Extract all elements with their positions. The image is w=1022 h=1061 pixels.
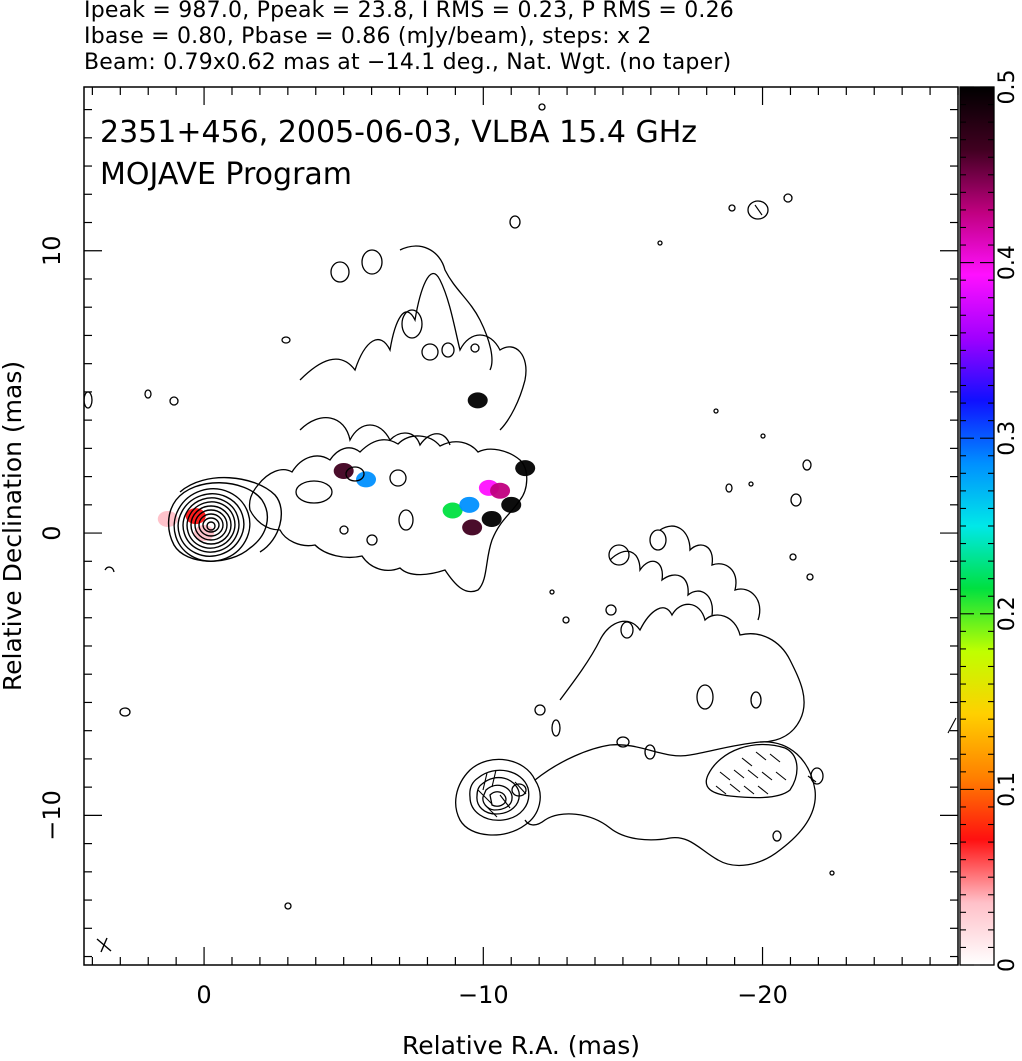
colorbar-tick-label: 0.3 [995, 421, 1020, 456]
polarization-vectors [477, 204, 957, 818]
y-axis-label: Relative Declination (mas) [0, 361, 27, 691]
y-axis-tick-labels: 10 0 −10 [38, 235, 66, 840]
plot-area [84, 103, 957, 953]
header-line-base-steps: Ibase = 0.80, Pbase = 0.86 (mJy/beam), s… [84, 24, 652, 49]
colorbar: 0 0.1 0.2 0.3 0.4 0.5 [959, 70, 1020, 973]
polarization-patch [490, 482, 511, 499]
x-tick-label: 0 [196, 981, 211, 1009]
y-tick-label: 0 [38, 525, 66, 540]
colorbar-tick-labels: 0 0.1 0.2 0.3 0.4 0.5 [995, 70, 1020, 973]
beam-marker [96, 937, 112, 953]
polarization-patch [459, 496, 480, 513]
plot-frame [83, 86, 959, 966]
colorbar-tick-label: 0 [995, 958, 1020, 972]
polarization-patch [501, 496, 522, 513]
x-tick-label: −20 [737, 981, 788, 1009]
core-contours [167, 476, 283, 562]
x-axis-label: Relative R.A. (mas) [402, 1031, 640, 1060]
y-axis-ticks [84, 108, 958, 958]
polarization-patch [442, 502, 463, 519]
polarization-patches [157, 392, 536, 542]
polarization-patch [481, 510, 502, 527]
jet-contours [84, 103, 814, 910]
polarization-patch [157, 510, 178, 527]
secondary-contours [455, 525, 835, 876]
y-tick-label: −10 [38, 790, 66, 841]
colorbar-tick-label: 0.1 [995, 772, 1020, 807]
colorbar-tick-label: 0.5 [995, 70, 1020, 105]
chart-subtitle: MOJAVE Program [100, 157, 352, 192]
x-axis-ticks [91, 87, 959, 965]
header-line-beam: Beam: 0.79x0.62 mas at −14.1 deg., Nat. … [84, 50, 732, 75]
y-tick-label: 10 [38, 235, 66, 266]
colorbar-tick-label: 0.2 [995, 596, 1020, 631]
header-line-peak-rms: Ipeak = 987.0, Ppeak = 23.8, I RMS = 0.2… [84, 0, 734, 23]
colorbar-ticks [960, 86, 994, 966]
colorbar-tick-label: 0.4 [995, 245, 1020, 280]
polarization-patch [467, 392, 488, 409]
polarization-patch [462, 519, 483, 536]
chart-title: 2351+456, 2005-06-03, VLBA 15.4 GHz [100, 115, 697, 150]
polarization-patch [356, 471, 377, 488]
polarization-patch [333, 462, 354, 479]
x-tick-label: −10 [458, 981, 509, 1009]
x-axis-tick-labels: 0 −10 −20 [196, 981, 787, 1009]
